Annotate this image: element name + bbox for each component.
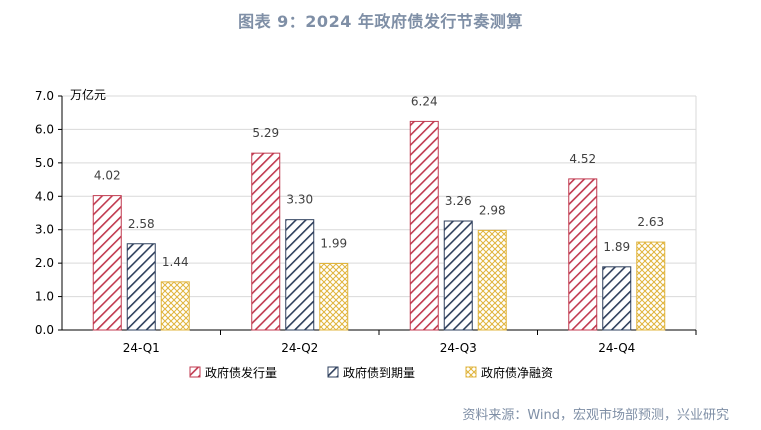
bar xyxy=(443,220,473,331)
data-label: 2.98 xyxy=(479,203,506,217)
data-label: 3.26 xyxy=(445,194,472,208)
legend-swatch xyxy=(189,366,201,378)
data-label: 4.02 xyxy=(94,169,121,183)
y-axis-label: 万亿元 xyxy=(70,87,106,102)
legend-swatch xyxy=(327,366,339,378)
data-label: 1.99 xyxy=(320,236,347,250)
x-tick-label: 24-Q3 xyxy=(440,341,477,355)
legend-label: 政府债发行量 xyxy=(205,365,277,380)
y-tick-label: 6.0 xyxy=(35,122,54,136)
grid-lines xyxy=(62,95,697,330)
x-tick-label: 24-Q4 xyxy=(598,341,635,355)
legend-label: 政府债净融资 xyxy=(481,365,553,380)
y-tick-label: 5.0 xyxy=(35,156,54,170)
data-label: 5.29 xyxy=(252,126,279,140)
y-tick-label: 3.0 xyxy=(35,223,54,237)
legend: 政府债发行量 政府债到期量 政府债净融资 xyxy=(189,365,553,380)
y-tick-label: 4.0 xyxy=(35,189,54,203)
y-tick-label: 7.0 xyxy=(35,89,54,103)
data-label: 2.63 xyxy=(637,215,664,229)
bar xyxy=(160,281,190,331)
x-tick-label: 24-Q1 xyxy=(123,341,160,355)
legend-swatch xyxy=(465,366,477,378)
legend-label: 政府债到期量 xyxy=(343,365,415,380)
bar xyxy=(251,152,281,331)
axes: 0.0 1.0 2.0 3.0 4.0 5.0 6.0 7.0 万亿元 24-Q1 24-Q2 24-… xyxy=(35,87,697,355)
y-tick-label: 0.0 xyxy=(35,323,54,337)
data-label: 3.30 xyxy=(286,193,313,207)
data-label: 1.89 xyxy=(603,240,630,254)
data-label: 1.44 xyxy=(162,255,189,269)
bar xyxy=(319,262,349,331)
data-label: 2.58 xyxy=(128,217,155,231)
bar xyxy=(477,229,507,331)
bar xyxy=(568,178,598,331)
source-note: 资料来源：Wind，宏观市场部预测，兴业研究 xyxy=(462,408,729,423)
x-tick-label: 24-Q2 xyxy=(281,341,318,355)
bar xyxy=(92,195,122,331)
bar xyxy=(285,219,315,331)
y-tick-label: 1.0 xyxy=(35,290,54,304)
chart-title: 图表 9：2024 年政府债发行节奏测算 xyxy=(238,12,523,31)
bar xyxy=(602,266,632,331)
data-label: 6.24 xyxy=(411,94,438,108)
bar xyxy=(636,241,666,331)
bar xyxy=(409,120,439,331)
data-label: 4.52 xyxy=(569,152,596,166)
y-tick-label: 2.0 xyxy=(35,256,54,270)
bar-chart: 0.0 1.0 2.0 3.0 4.0 5.0 6.0 7.0 万亿元 24-Q1 24-Q2 24-… xyxy=(35,87,697,380)
bars xyxy=(92,120,666,331)
bar xyxy=(126,243,156,331)
data-labels: 4.02 2.58 1.44 5.29 3.30 1.99 6.24 3.26 2.98 4.52… xyxy=(94,94,664,268)
